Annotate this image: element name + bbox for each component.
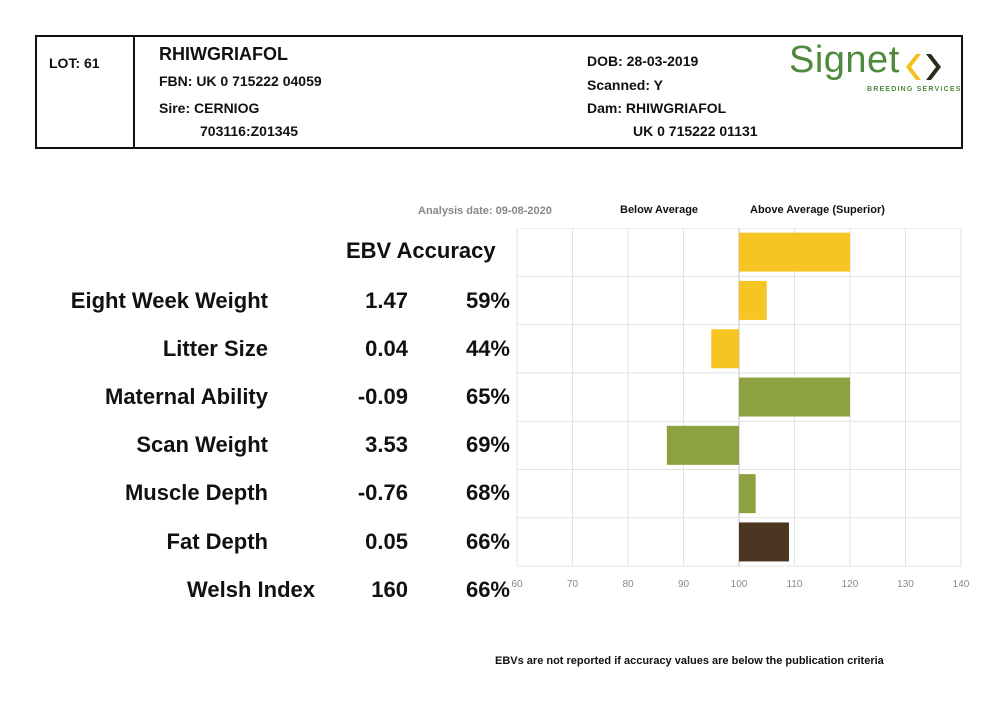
logo-wordmark: Signet xyxy=(789,39,900,81)
trait-name: Maternal Ability xyxy=(105,384,268,409)
legend-above-average: Above Average (Superior) xyxy=(750,204,885,216)
x-tick-label: 130 xyxy=(897,579,914,590)
ebv-value: 160 xyxy=(371,577,408,602)
accuracy-value: 69% xyxy=(465,432,510,457)
ebv-bar-chart: 60 70 80 90 100 110 120 130 140 xyxy=(511,228,970,590)
x-tick-label: 120 xyxy=(842,579,859,590)
sire-id: 703116:Z01345 xyxy=(200,123,299,139)
x-tick-label: 100 xyxy=(731,579,748,590)
x-tick-label: 70 xyxy=(567,579,579,590)
ebv-value: 3.53 xyxy=(365,432,408,457)
x-tick-label: 80 xyxy=(622,579,634,590)
sire-name: Sire: CERNIOG xyxy=(159,100,260,116)
trait-row: Litter Size 0.04 44% xyxy=(0,325,515,373)
ebv-value: -0.09 xyxy=(357,384,408,409)
trait-row: Fat Depth 0.05 66% xyxy=(0,518,515,566)
ebv-value: 1.47 xyxy=(365,288,408,313)
footnote: EBVs are not reported if accuracy values… xyxy=(495,655,884,667)
signet-logo: Signet BREEDING SERVICES xyxy=(789,39,960,101)
trait-name: Muscle Depth xyxy=(124,480,268,505)
trait-name: Welsh Index xyxy=(187,577,315,602)
x-tick-label: 90 xyxy=(678,579,690,590)
scanned-status: Scanned: Y xyxy=(587,77,663,93)
ebv-value: 0.05 xyxy=(365,529,408,554)
accuracy-value: 65% xyxy=(465,384,510,409)
legend-below-average: Below Average xyxy=(620,204,699,216)
lot-number: LOT: 61 xyxy=(49,55,100,71)
analysis-date: Analysis date: 09-08-2020 xyxy=(418,205,552,217)
dam-name: Dam: RHIWGRIAFOL xyxy=(587,100,727,116)
bar xyxy=(739,522,789,562)
bar xyxy=(666,425,739,465)
trait-row: Maternal Ability -0.09 65% xyxy=(0,373,515,421)
animal-name: RHIWGRIAFOL xyxy=(159,44,288,64)
accuracy-value: 66% xyxy=(465,577,510,602)
bar xyxy=(739,474,756,514)
bar xyxy=(739,377,850,417)
ebv-accuracy-header: EBV Accuracy xyxy=(346,238,496,263)
x-tick-label: 110 xyxy=(787,579,803,590)
trait-row: Scan Weight 3.53 69% xyxy=(0,421,515,469)
trait-row: Welsh Index 160 66% xyxy=(0,566,515,614)
signet-chevron-icon xyxy=(906,54,941,80)
x-tick-label: 140 xyxy=(953,579,970,590)
trait-name: Scan Weight xyxy=(136,432,268,457)
fbn-number: FBN: UK 0 715222 04059 xyxy=(159,73,322,89)
trait-name: Fat Depth xyxy=(166,529,268,554)
x-tick-label: 60 xyxy=(511,579,523,590)
trait-name: Litter Size xyxy=(162,336,268,361)
trait-row: Eight Week Weight 1.47 59% xyxy=(0,277,515,325)
accuracy-value: 66% xyxy=(465,529,510,554)
header-divider xyxy=(133,37,135,147)
trait-name: Eight Week Weight xyxy=(70,288,268,313)
bar xyxy=(739,232,850,272)
ebv-value: -0.76 xyxy=(357,480,408,505)
trait-row: Muscle Depth -0.76 68% xyxy=(0,469,515,517)
animal-header: LOT: 61 RHIWGRIAFOL FBN: UK 0 715222 040… xyxy=(35,35,963,149)
logo-subtitle: BREEDING SERVICES xyxy=(867,86,962,93)
bar xyxy=(711,329,739,369)
ebv-value: 0.04 xyxy=(365,336,408,361)
accuracy-value: 44% xyxy=(465,336,510,361)
date-of-birth: DOB: 28-03-2019 xyxy=(587,53,699,69)
accuracy-value: 59% xyxy=(465,288,510,313)
accuracy-value: 68% xyxy=(465,480,510,505)
dam-id: UK 0 715222 01131 xyxy=(633,123,758,139)
bar xyxy=(739,280,767,320)
